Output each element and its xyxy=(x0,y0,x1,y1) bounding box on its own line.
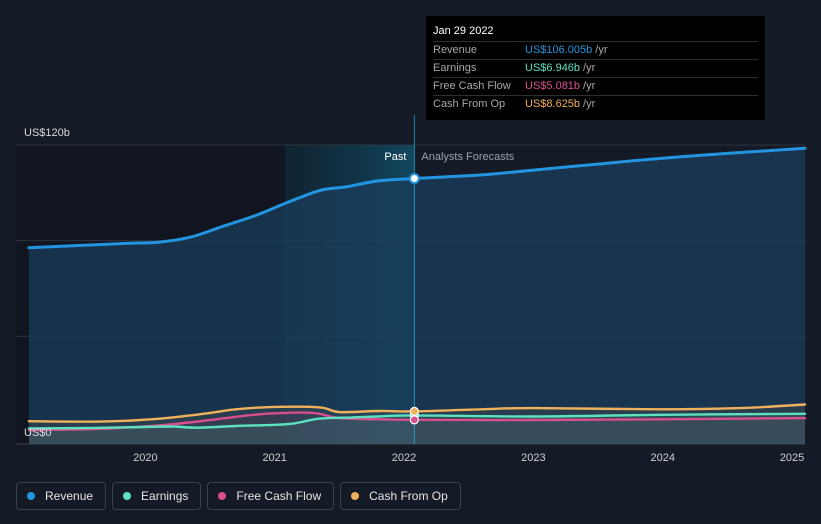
x-tick-label: 2025 xyxy=(780,452,804,464)
tooltip-date: Jan 29 2022 xyxy=(433,24,758,42)
tooltip-label: Cash From Op xyxy=(433,98,506,110)
earnings-line xyxy=(27,412,807,430)
cash-from-op-line xyxy=(27,403,807,423)
chart-legend: Revenue Earnings Free Cash Flow Cash Fro… xyxy=(16,482,461,510)
tooltip-value: US$5.081b xyxy=(525,80,581,92)
revenue-marker xyxy=(408,172,420,184)
x-tick-label: 2020 xyxy=(133,452,157,464)
tooltip-value: US$6.946b xyxy=(525,62,581,74)
cash-from-op-marker xyxy=(409,406,419,416)
revenue-area xyxy=(28,148,805,445)
legend-item-earnings[interactable]: Earnings xyxy=(112,482,202,510)
y-axis-zero-label: US$0 xyxy=(24,427,52,439)
earnings-area xyxy=(28,413,805,444)
tooltip-unit: /yr xyxy=(595,44,608,56)
tooltip-label: Revenue xyxy=(433,44,478,56)
legend-dot-icon xyxy=(218,492,227,500)
x-tick-label: 2023 xyxy=(521,452,545,464)
revenue-line xyxy=(27,146,807,250)
legend-dot-icon xyxy=(123,492,132,500)
y-axis-top-label: US$120b xyxy=(24,127,70,139)
forecast-label: Analysts Forecasts xyxy=(421,151,514,163)
tooltip-value: US$8.625b xyxy=(525,98,581,110)
x-tick-label: 2022 xyxy=(392,452,416,464)
chart-tooltip: Jan 29 2022 Revenue US$106.005b /yr Earn… xyxy=(426,16,765,120)
legend-label: Revenue xyxy=(45,489,94,503)
legend-dot-icon xyxy=(351,492,360,500)
tooltip-row-earnings: Earnings US$6.946b /yr xyxy=(433,60,758,78)
tooltip-label: Free Cash Flow xyxy=(433,80,511,92)
legend-item-revenue[interactable]: Revenue xyxy=(16,482,107,510)
tooltip-row-revenue: Revenue US$106.005b /yr xyxy=(433,42,758,60)
x-tick-label: 2021 xyxy=(262,452,286,464)
tooltip-row-cash-from-op: Cash From Op US$8.625b /yr xyxy=(433,96,758,113)
free-cash-flow-marker xyxy=(409,415,419,425)
tooltip-unit: /yr xyxy=(583,80,596,92)
legend-item-cash-from-op[interactable]: Cash From Op xyxy=(340,482,461,510)
legend-dot-icon xyxy=(27,492,35,500)
tooltip-value: US$106.005b xyxy=(525,44,593,56)
past-label: Past xyxy=(384,151,406,163)
legend-label: Earnings xyxy=(141,489,189,503)
legend-label: Free Cash Flow xyxy=(236,489,322,503)
legend-item-free-cash-flow[interactable]: Free Cash Flow xyxy=(207,482,335,510)
tooltip-unit: /yr xyxy=(583,98,596,110)
legend-label: Cash From Op xyxy=(369,489,448,503)
x-tick-label: 2024 xyxy=(650,452,674,464)
tooltip-label: Earnings xyxy=(433,62,477,74)
tooltip-row-free-cash-flow: Free Cash Flow US$5.081b /yr xyxy=(433,78,758,96)
tooltip-unit: /yr xyxy=(583,62,596,74)
